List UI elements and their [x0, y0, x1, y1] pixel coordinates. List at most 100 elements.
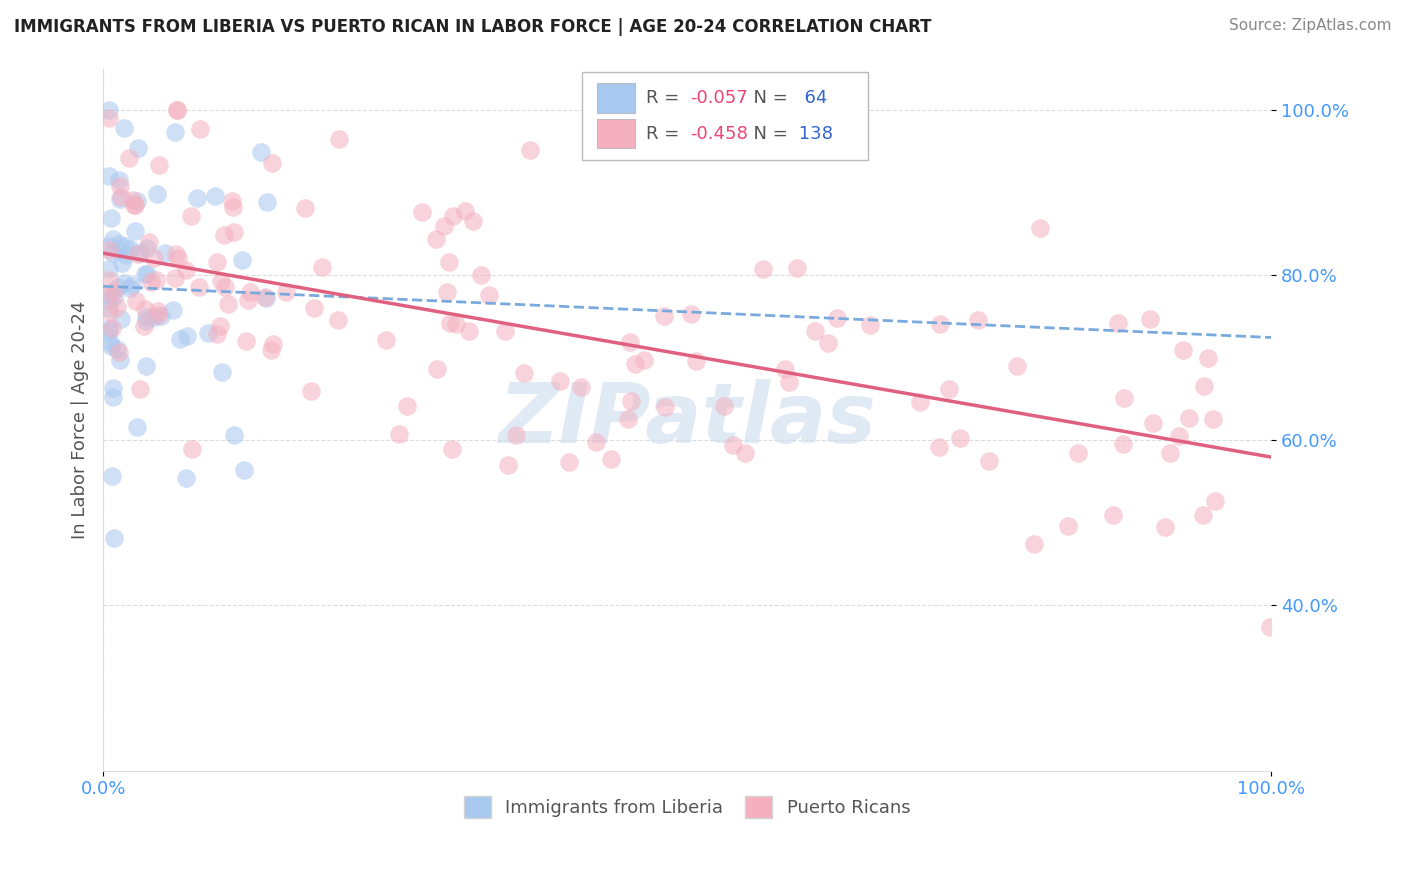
Text: -0.458: -0.458 [690, 125, 748, 143]
Point [1112, 436, 1135, 450]
Point [110, 179, 132, 194]
Point [1028, 221, 1050, 235]
Point [253, 290, 276, 304]
Point [1178, 411, 1201, 425]
Point [135, 314, 157, 328]
Point [1024, 537, 1046, 551]
Point [186, 190, 208, 204]
Point [236, 293, 259, 307]
Point [478, 288, 501, 302]
Point [204, 189, 226, 203]
Point [685, 354, 707, 368]
Point [98, 238, 121, 252]
Point [496, 458, 519, 472]
Point [98, 335, 121, 350]
Point [148, 303, 170, 318]
Point [110, 256, 132, 270]
Point [98, 324, 121, 338]
Point [176, 328, 198, 343]
Point [145, 273, 167, 287]
Point [197, 326, 219, 340]
Point [1159, 446, 1181, 460]
Legend: Immigrants from Liberia, Puerto Ricans: Immigrants from Liberia, Puerto Ricans [457, 789, 918, 825]
Point [617, 412, 640, 426]
Point [174, 263, 197, 277]
Point [454, 204, 477, 219]
Point [146, 308, 169, 322]
Point [929, 317, 952, 331]
Point [209, 319, 232, 334]
Point [101, 468, 124, 483]
Point [859, 318, 882, 332]
FancyBboxPatch shape [598, 119, 634, 148]
Point [124, 197, 146, 211]
Point [129, 246, 152, 260]
Point [122, 198, 145, 212]
Point [114, 239, 136, 253]
Point [132, 319, 155, 334]
Point [494, 324, 516, 338]
Point [1197, 351, 1219, 366]
Point [134, 268, 156, 282]
Point [276, 285, 298, 300]
Point [98, 243, 121, 257]
Point [214, 280, 236, 294]
Text: 138: 138 [793, 125, 834, 143]
Point [426, 361, 449, 376]
Point [107, 280, 129, 294]
Point [222, 225, 245, 239]
Point [977, 454, 1000, 468]
Point [938, 382, 960, 396]
Point [212, 227, 235, 242]
Point [98, 112, 121, 126]
Text: ZIPatlas: ZIPatlas [498, 379, 876, 460]
Point [967, 313, 990, 327]
Point [817, 335, 839, 350]
Point [188, 121, 211, 136]
Point [436, 285, 458, 300]
Point [108, 193, 131, 207]
Point [98, 293, 121, 308]
Point [112, 276, 135, 290]
Point [505, 427, 527, 442]
Point [1201, 412, 1223, 426]
Point [463, 214, 485, 228]
Point [125, 294, 148, 309]
Point [249, 145, 271, 159]
Point [101, 246, 124, 260]
Point [103, 284, 125, 298]
Point [115, 248, 138, 262]
Point [224, 427, 246, 442]
Point [217, 297, 239, 311]
Point [138, 235, 160, 249]
Point [773, 361, 796, 376]
Point [98, 261, 121, 276]
Point [262, 337, 284, 351]
Point [439, 316, 461, 330]
Point [311, 260, 333, 275]
Point [375, 333, 398, 347]
Point [146, 186, 169, 201]
Point [623, 357, 645, 371]
Point [108, 173, 131, 187]
Point [108, 352, 131, 367]
Point [129, 382, 152, 396]
Point [299, 384, 322, 398]
Point [165, 246, 187, 260]
Point [1192, 508, 1215, 522]
Point [910, 394, 932, 409]
Point [441, 442, 464, 456]
Text: R =: R = [647, 125, 685, 143]
Point [232, 463, 254, 477]
Text: N =: N = [742, 125, 787, 143]
Point [1114, 391, 1136, 405]
Text: 64: 64 [793, 89, 828, 107]
Point [256, 195, 278, 210]
Point [1056, 519, 1078, 533]
Point [98, 169, 121, 184]
Point [108, 237, 131, 252]
Point [98, 103, 121, 117]
Point [110, 189, 132, 203]
Point [395, 399, 418, 413]
Point [103, 232, 125, 246]
